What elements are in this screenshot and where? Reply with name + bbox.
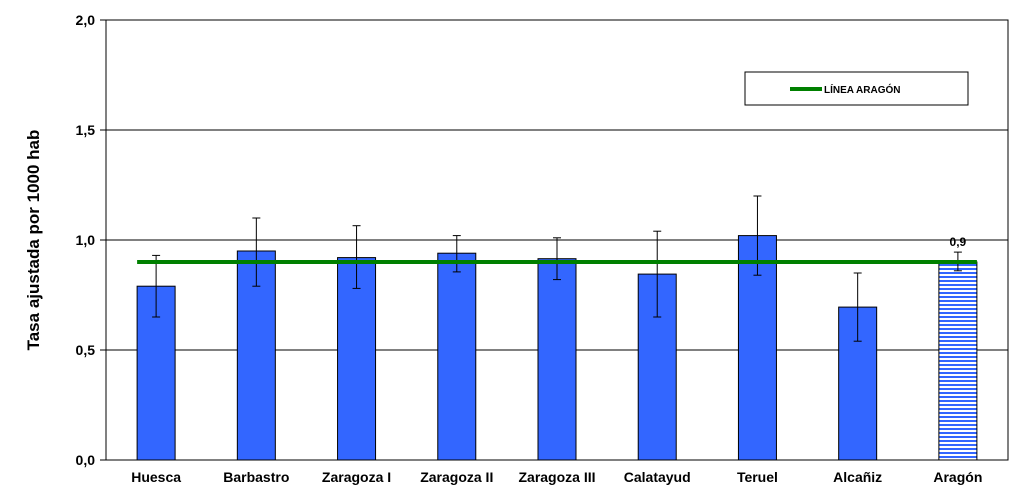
data-label: 0,9: [950, 235, 967, 249]
y-tick-label: 0,5: [76, 342, 96, 358]
y-tick-label: 1,5: [76, 122, 96, 138]
y-tick-label: 1,0: [76, 232, 96, 248]
legend-box: [744, 71, 969, 106]
x-tick-label: Calatayud: [624, 469, 691, 485]
bar: [437, 252, 477, 461]
legend: LÍNEA ARAGÓN: [744, 71, 969, 106]
y-tick-label: 2,0: [76, 12, 96, 28]
x-tick-label: Aragón: [933, 469, 982, 485]
bar: [537, 258, 577, 461]
legend-label: LÍNEA ARAGÓN: [824, 83, 900, 96]
x-tick-label: Alcañiz: [833, 469, 882, 485]
bar: [136, 285, 176, 461]
x-tick-label: Zaragoza III: [518, 469, 595, 485]
x-tick-label: Zaragoza I: [322, 469, 391, 485]
y-axis-label: Tasa ajustada por 1000 hab: [24, 130, 43, 351]
bar: [938, 261, 978, 461]
x-tick-label: Barbastro: [223, 469, 289, 485]
x-tick-label: Teruel: [737, 469, 778, 485]
x-tick-label: Zaragoza II: [420, 469, 493, 485]
y-tick-label: 0,0: [76, 452, 96, 468]
x-tick-label: Huesca: [131, 469, 181, 485]
